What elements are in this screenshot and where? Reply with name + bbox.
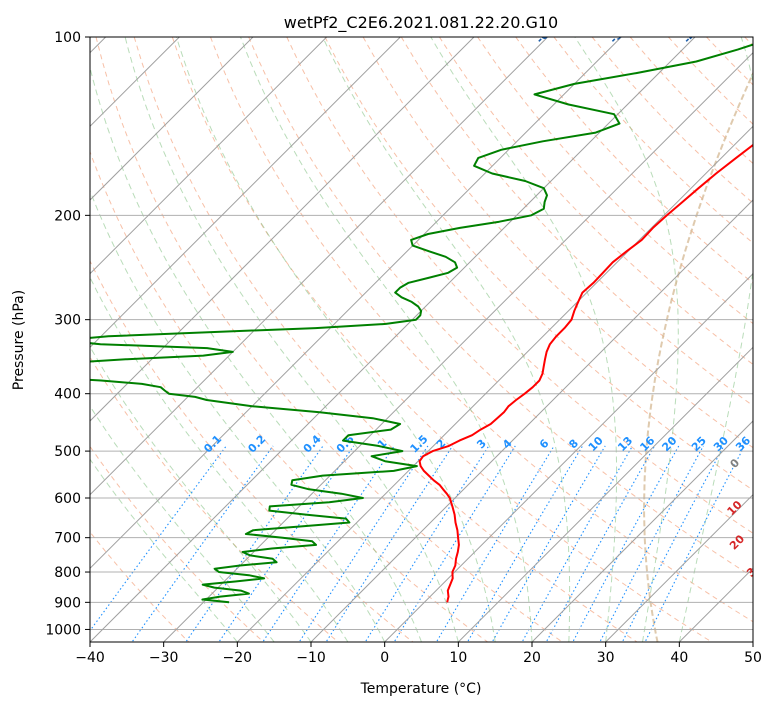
x-tick-label: 10 [449, 650, 467, 666]
x-tick-label: −20 [223, 650, 253, 666]
y-tick-label: 500 [54, 444, 81, 460]
x-tick-label: −10 [296, 650, 326, 666]
x-axis-label: Temperature (°C) [360, 681, 482, 697]
y-tick-label: 200 [54, 208, 81, 224]
x-tick-label: 40 [670, 650, 688, 666]
y-tick-label: 400 [54, 387, 81, 403]
y-tick-label: 1000 [45, 622, 81, 638]
x-tick-label: 20 [523, 650, 541, 666]
x-tick-label: 50 [744, 650, 762, 666]
y-tick-label: 900 [54, 595, 81, 611]
y-axis-label: Pressure (hPa) [11, 290, 27, 390]
y-tick-label: 800 [54, 565, 81, 581]
y-tick-label: 300 [54, 313, 81, 329]
x-tick-label: 0 [380, 650, 389, 666]
x-tick-label: 30 [597, 650, 615, 666]
x-tick-label: −40 [75, 650, 105, 666]
y-tick-label: 100 [54, 30, 81, 46]
x-tick-label: −30 [149, 650, 179, 666]
y-tick-label: 700 [54, 531, 81, 547]
y-tick-label: 600 [54, 491, 81, 507]
chart-title: wetPf2_C2E6.2021.081.22.20.G10 [284, 13, 558, 33]
